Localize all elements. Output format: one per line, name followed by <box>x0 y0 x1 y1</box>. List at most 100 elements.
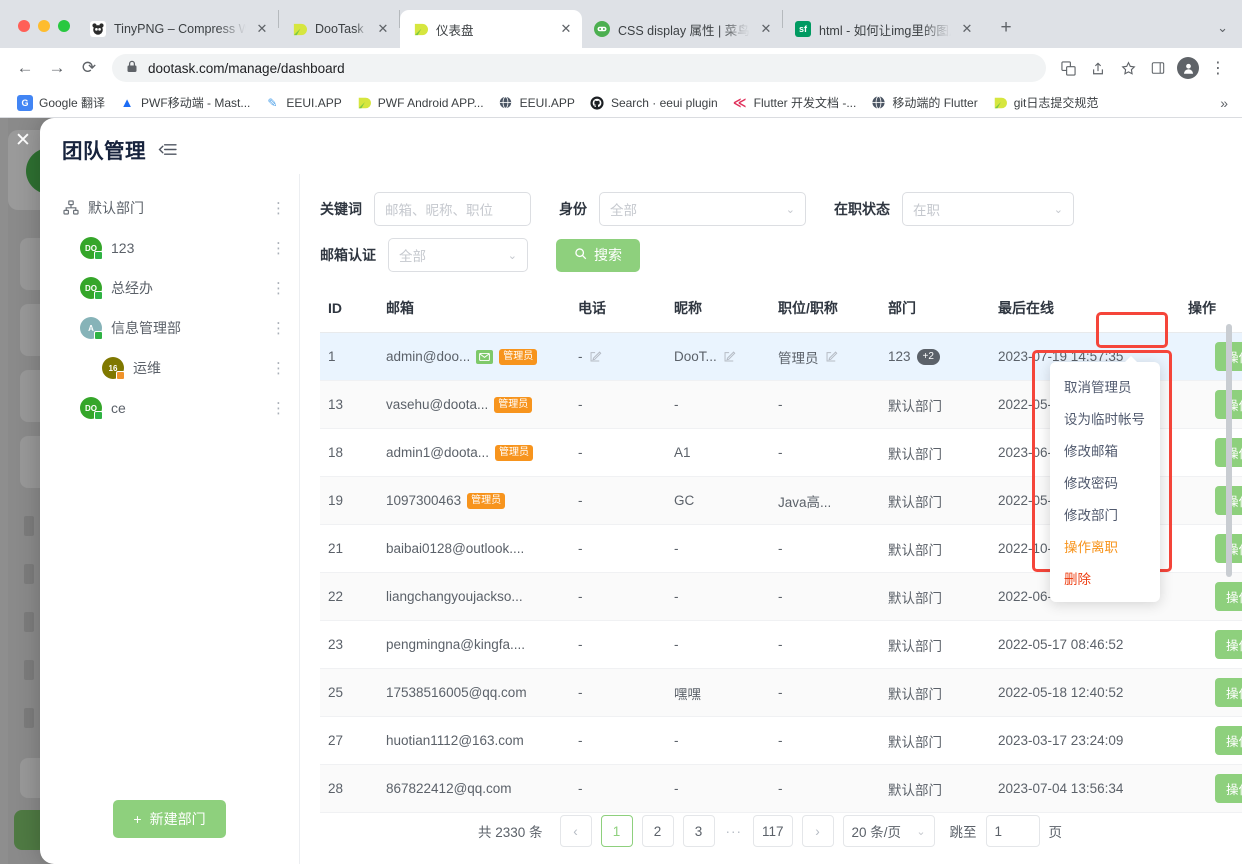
dept-more-icon[interactable]: ⋮ <box>271 399 286 417</box>
menu-item-change-department[interactable]: 修改部门 <box>1064 508 1118 523</box>
jump-page-input[interactable]: 1 <box>985 815 1040 847</box>
dept-item-operations[interactable]: 16 运维 ⋮ <box>40 348 299 388</box>
browser-tab-segmentfault[interactable]: sf html - 如何让img里的图片 ✕ <box>783 10 983 48</box>
dept-more-icon[interactable]: ⋮ <box>271 319 286 337</box>
bookmark-git-log-spec[interactable]: git日志提交规范 <box>985 91 1106 114</box>
page-button-2[interactable]: 2 <box>641 815 674 847</box>
table-row[interactable]: 23 pengmingna@kingfa.... - - - 默认部门 2022… <box>320 620 1242 669</box>
dept-item-123[interactable]: DO 123 ⋮ <box>40 228 299 268</box>
dept-root-default[interactable]: 默认部门 ⋮ <box>40 188 299 228</box>
collapse-tree-icon[interactable] <box>158 142 177 157</box>
cell-last-online: 2022-05-18 12:40:52 <box>990 668 1180 717</box>
close-tab-icon[interactable]: ✕ <box>760 21 772 36</box>
forward-button[interactable]: → <box>48 58 66 77</box>
close-tab-icon[interactable]: ✕ <box>560 21 572 36</box>
identity-select[interactable]: 全部 ⌄ <box>599 192 806 226</box>
bookmarks-overflow-icon[interactable]: » <box>1220 94 1228 111</box>
menu-item-resign[interactable]: 操作离职 <box>1064 540 1118 555</box>
bookmark-eeui-app-1[interactable]: ✎ EEUI.APP <box>257 92 348 114</box>
bookmark-pwf-mobile[interactable]: ▲ PWF移动端 - Mast... <box>112 91 257 114</box>
edit-icon[interactable] <box>589 350 602 363</box>
app-list-item-dimmed <box>24 516 34 536</box>
edit-icon[interactable] <box>723 350 736 363</box>
table-scrollbar[interactable] <box>1226 324 1232 577</box>
menu-item-change-email[interactable]: 修改邮箱 <box>1064 444 1118 459</box>
dept-item-info-management[interactable]: A 信息管理部 ⋮ <box>40 308 299 348</box>
window-traffic-lights[interactable] <box>10 20 78 48</box>
menu-item-delete[interactable]: 删除 <box>1064 572 1091 587</box>
maximize-window-button[interactable] <box>58 20 70 32</box>
bookmark-flutter-docs[interactable]: ≪ Flutter 开发文档 -... <box>725 91 864 114</box>
row-action-button[interactable]: 操作 <box>1214 726 1242 755</box>
browser-tab-css-display[interactable]: CSS display 属性 | 菜鸟教 ✕ <box>582 10 782 48</box>
menu-item-set-temp-account[interactable]: 设为临时帐号 <box>1064 412 1145 427</box>
bookmark-search-eeui-plugin[interactable]: Search · eeui plugin <box>582 92 725 114</box>
dept-more-icon[interactable]: ⋮ <box>271 239 286 257</box>
dept-more-icon[interactable]: ⋮ <box>271 279 286 297</box>
browser-tab-dootask[interactable]: DooTask ✕ <box>279 10 399 48</box>
col-id: ID <box>320 286 378 333</box>
dept-item-ce[interactable]: DO ce ⋮ <box>40 388 299 428</box>
edit-icon[interactable] <box>825 350 838 363</box>
page-button-3[interactable]: 3 <box>682 815 715 847</box>
row-action-button[interactable]: 操作 <box>1214 678 1242 707</box>
minimize-window-button[interactable] <box>38 20 50 32</box>
cell-job: - <box>770 428 880 477</box>
close-tab-icon[interactable]: ✕ <box>256 21 268 36</box>
dept-overflow-badge[interactable]: +2 <box>916 348 940 365</box>
page-button-last[interactable]: 117 <box>753 815 793 847</box>
page-size-select[interactable]: 20 条/页 ⌄ <box>842 815 935 847</box>
bookmark-flutter-mobile[interactable]: 移动端的 Flutter <box>863 91 984 114</box>
new-department-button[interactable]: + 新建部门 <box>113 800 226 838</box>
app-list-item-dimmed <box>24 708 34 728</box>
bookmark-star-icon[interactable] <box>1114 54 1142 82</box>
table-row[interactable]: 1 admin@doo... 管理员 <box>320 332 1242 381</box>
search-button[interactable]: 搜索 <box>556 238 640 272</box>
translate-icon[interactable] <box>1054 54 1082 82</box>
dept-more-icon[interactable]: ⋮ <box>271 359 286 377</box>
cell-last-online: 2023-03-17 23:24:09 <box>990 716 1180 765</box>
dept-item-general-office[interactable]: DO 总经办 ⋮ <box>40 268 299 308</box>
table-row[interactable]: 27 huotian1112@163.com - - - 默认部门 2023-0… <box>320 716 1242 765</box>
close-tab-icon[interactable]: ✕ <box>377 21 389 36</box>
cell-tel: - <box>570 620 666 669</box>
close-tab-icon[interactable]: ✕ <box>961 21 973 36</box>
new-tab-button[interactable]: + <box>1000 17 1012 38</box>
reload-button[interactable]: ⟳ <box>81 58 97 77</box>
row-action-button[interactable]: 操作 <box>1214 582 1242 611</box>
cell-action: 操作 <box>1180 572 1242 621</box>
lock-icon <box>126 60 138 76</box>
table-row[interactable]: 22 liangchangyoujackso... - - - 默认部门 202… <box>320 572 1242 621</box>
address-bar[interactable]: dootask.com/manage/dashboard <box>112 54 1046 82</box>
close-window-button[interactable] <box>18 20 30 32</box>
kebab-menu-icon[interactable]: ⋮ <box>1210 60 1226 77</box>
profile-avatar-icon[interactable] <box>1174 54 1202 82</box>
table-row[interactable]: 28 867822412@qq.com - - - 默认部门 2023-07-0… <box>320 764 1242 813</box>
next-page-button[interactable]: › <box>801 815 834 847</box>
close-modal-button[interactable]: ✕ <box>15 130 31 151</box>
table-row[interactable]: 25 17538516005@qq.com - 嘿嘿 - 默认部门 2022-0… <box>320 668 1242 717</box>
browser-tab-dashboard[interactable]: 仪表盘 ✕ <box>400 10 582 48</box>
row-action-button[interactable]: 操作 <box>1214 630 1242 659</box>
menu-item-change-password[interactable]: 修改密码 <box>1064 476 1118 491</box>
sidepanel-icon[interactable] <box>1144 54 1172 82</box>
bookmark-pwf-android[interactable]: PWF Android APP... <box>349 92 491 114</box>
mailauth-select[interactable]: 全部 ⌄ <box>388 238 528 272</box>
menu-item-cancel-admin[interactable]: 取消管理员 <box>1064 380 1132 395</box>
status-select[interactable]: 在职 ⌄ <box>902 192 1074 226</box>
bookmark-google-translate[interactable]: G Google 翻译 <box>10 91 112 114</box>
prev-page-button[interactable]: ‹ <box>559 815 592 847</box>
browser-tab-tinypng[interactable]: TinyPNG – Compress We ✕ <box>78 10 278 48</box>
cell-dept: 默认部门 <box>880 620 990 669</box>
team-management-modal: 团队管理 <box>40 118 1242 864</box>
bookmark-eeui-app-2[interactable]: EEUI.APP <box>491 92 582 114</box>
cell-job: 管理员 <box>770 332 880 381</box>
row-action-button[interactable]: 操作 <box>1214 774 1242 803</box>
page-button-1[interactable]: 1 <box>600 815 633 847</box>
cell-action: 操作 <box>1180 524 1242 573</box>
share-icon[interactable] <box>1084 54 1112 82</box>
back-button[interactable]: ← <box>16 58 34 77</box>
tab-search-chevron-icon[interactable]: ⌄ <box>1217 20 1228 35</box>
keyword-input[interactable]: 邮箱、昵称、职位 <box>374 192 531 226</box>
dept-more-icon[interactable]: ⋮ <box>271 199 286 217</box>
